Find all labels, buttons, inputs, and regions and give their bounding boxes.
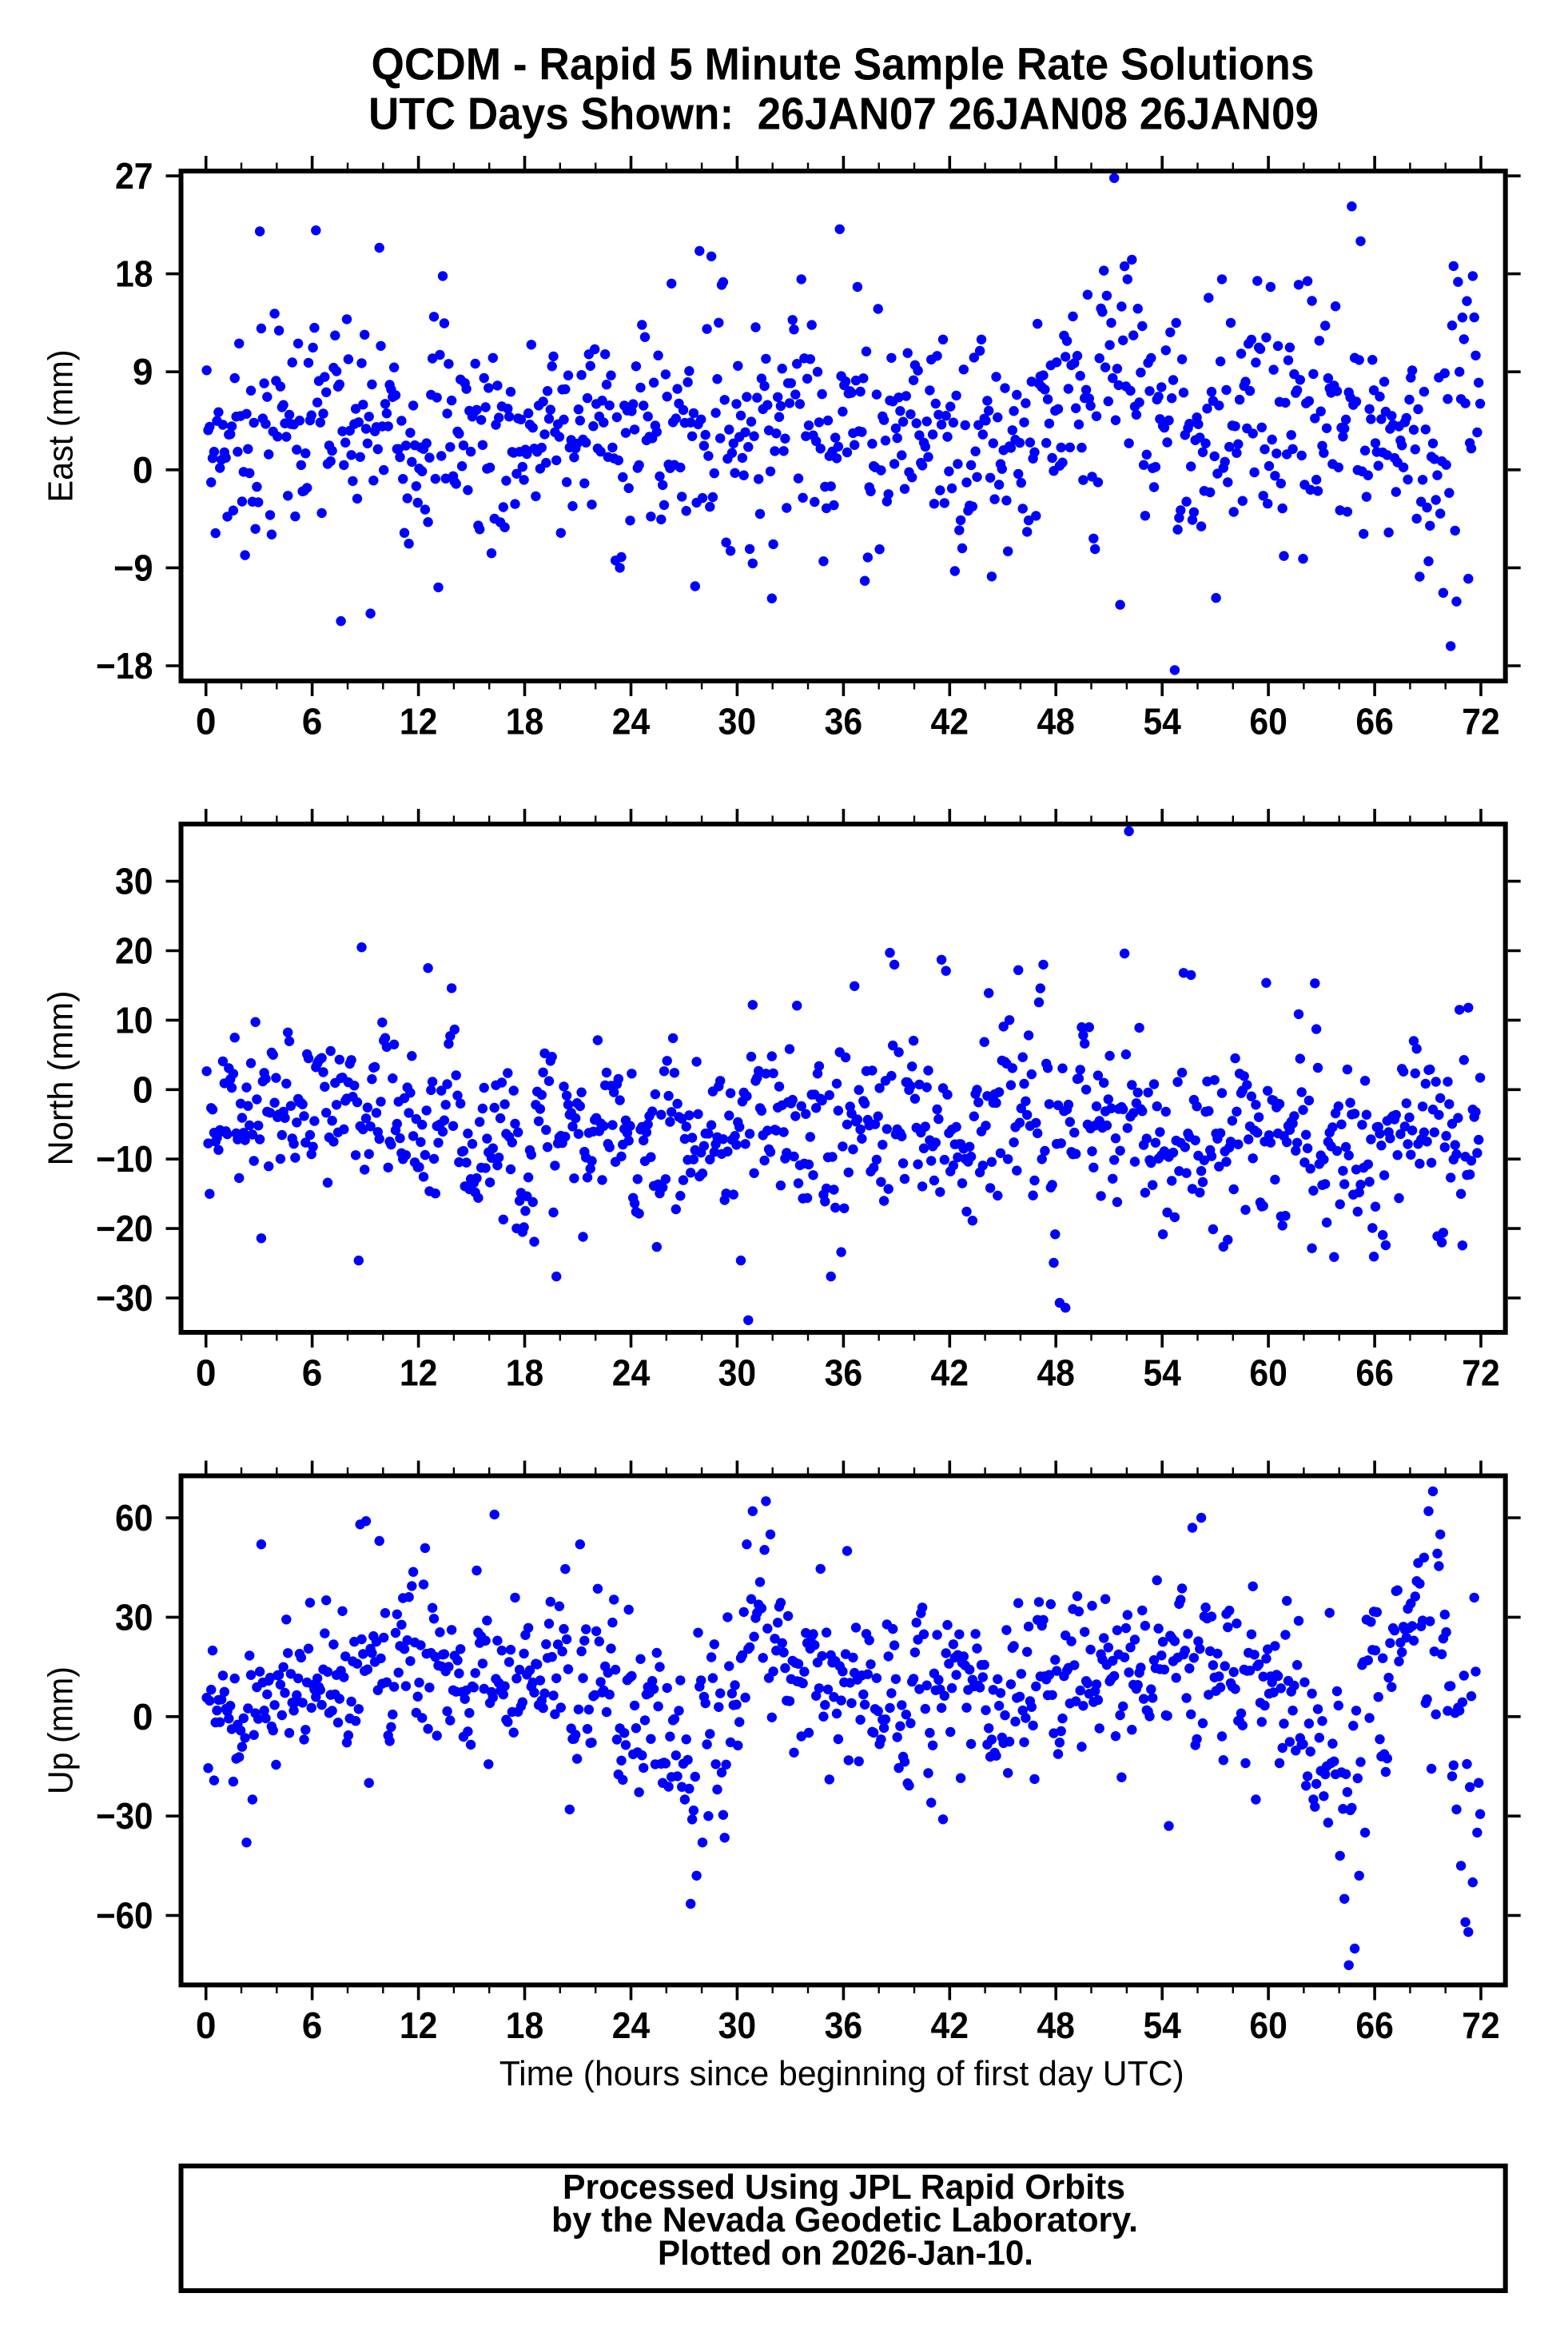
svg-text:Time (hours since beginning of: Time (hours since beginning of first day… xyxy=(499,2055,1184,2093)
svg-text:54: 54 xyxy=(1143,2005,1181,2046)
svg-text:18: 18 xyxy=(506,701,544,743)
svg-text:0: 0 xyxy=(133,449,153,491)
svg-text:Plotted on 2026-Jan-10.: Plotted on 2026-Jan-10. xyxy=(658,2235,1033,2273)
svg-text:42: 42 xyxy=(931,2005,969,2046)
svg-text:66: 66 xyxy=(1355,2005,1394,2046)
svg-text:24: 24 xyxy=(612,2005,651,2046)
svg-text:−60: −60 xyxy=(96,1895,153,1937)
svg-text:East (mm): East (mm) xyxy=(42,350,80,503)
svg-text:0: 0 xyxy=(196,1352,217,1394)
svg-text:Up (mm): Up (mm) xyxy=(42,1666,80,1794)
svg-text:Processed Using JPL Rapid Orbi: Processed Using JPL Rapid Orbits xyxy=(563,2168,1125,2207)
svg-text:60: 60 xyxy=(1249,701,1287,743)
svg-text:54: 54 xyxy=(1143,1352,1181,1394)
svg-text:−18: −18 xyxy=(96,645,153,687)
svg-text:30: 30 xyxy=(718,701,757,743)
svg-text:48: 48 xyxy=(1037,2005,1075,2046)
svg-text:66: 66 xyxy=(1355,701,1394,743)
svg-text:12: 12 xyxy=(400,701,438,743)
svg-text:−10: −10 xyxy=(96,1138,153,1180)
svg-text:9: 9 xyxy=(133,351,153,392)
svg-text:−30: −30 xyxy=(96,1795,153,1837)
svg-text:42: 42 xyxy=(931,701,969,743)
svg-text:66: 66 xyxy=(1355,1352,1394,1394)
svg-text:−9: −9 xyxy=(113,547,153,588)
svg-text:North (mm): North (mm) xyxy=(42,991,80,1166)
svg-text:18: 18 xyxy=(115,253,153,295)
svg-text:72: 72 xyxy=(1462,2005,1500,2046)
svg-text:48: 48 xyxy=(1037,1352,1075,1394)
svg-text:QCDM - Rapid 5 Minute Sample R: QCDM - Rapid 5 Minute Sample Rate Soluti… xyxy=(372,39,1315,90)
svg-text:18: 18 xyxy=(506,2005,544,2046)
svg-text:12: 12 xyxy=(400,2005,438,2046)
svg-text:18: 18 xyxy=(506,1352,544,1394)
svg-text:36: 36 xyxy=(825,701,863,743)
svg-text:6: 6 xyxy=(302,701,323,743)
svg-text:48: 48 xyxy=(1037,701,1075,743)
svg-text:UTC Days Shown: 26JAN07 26JAN: UTC Days Shown: 26JAN07 26JAN08 26JAN09 xyxy=(368,89,1319,140)
svg-text:by the Nevada Geodetic Laborat: by the Nevada Geodetic Laboratory. xyxy=(551,2201,1138,2239)
svg-text:0: 0 xyxy=(133,1696,153,1738)
svg-text:−30: −30 xyxy=(96,1277,153,1319)
svg-text:54: 54 xyxy=(1143,701,1181,743)
svg-text:30: 30 xyxy=(115,861,153,902)
svg-text:6: 6 xyxy=(302,1352,323,1394)
svg-text:60: 60 xyxy=(1249,1352,1287,1394)
svg-text:6: 6 xyxy=(302,2005,323,2046)
svg-text:30: 30 xyxy=(115,1596,153,1638)
svg-text:72: 72 xyxy=(1462,701,1500,743)
svg-text:30: 30 xyxy=(718,2005,757,2046)
svg-text:0: 0 xyxy=(196,2005,217,2046)
svg-text:20: 20 xyxy=(115,930,153,972)
svg-text:27: 27 xyxy=(115,155,153,197)
svg-text:12: 12 xyxy=(400,1352,438,1394)
svg-text:0: 0 xyxy=(133,1069,153,1110)
svg-text:30: 30 xyxy=(718,1352,757,1394)
svg-text:−20: −20 xyxy=(96,1208,153,1249)
svg-text:10: 10 xyxy=(115,999,153,1041)
svg-text:60: 60 xyxy=(115,1497,153,1539)
svg-text:24: 24 xyxy=(612,1352,651,1394)
svg-text:36: 36 xyxy=(825,2005,863,2046)
svg-text:0: 0 xyxy=(196,701,217,743)
svg-text:24: 24 xyxy=(612,701,651,743)
svg-text:72: 72 xyxy=(1462,1352,1500,1394)
svg-text:36: 36 xyxy=(825,1352,863,1394)
svg-text:60: 60 xyxy=(1249,2005,1287,2046)
svg-text:42: 42 xyxy=(931,1352,969,1394)
